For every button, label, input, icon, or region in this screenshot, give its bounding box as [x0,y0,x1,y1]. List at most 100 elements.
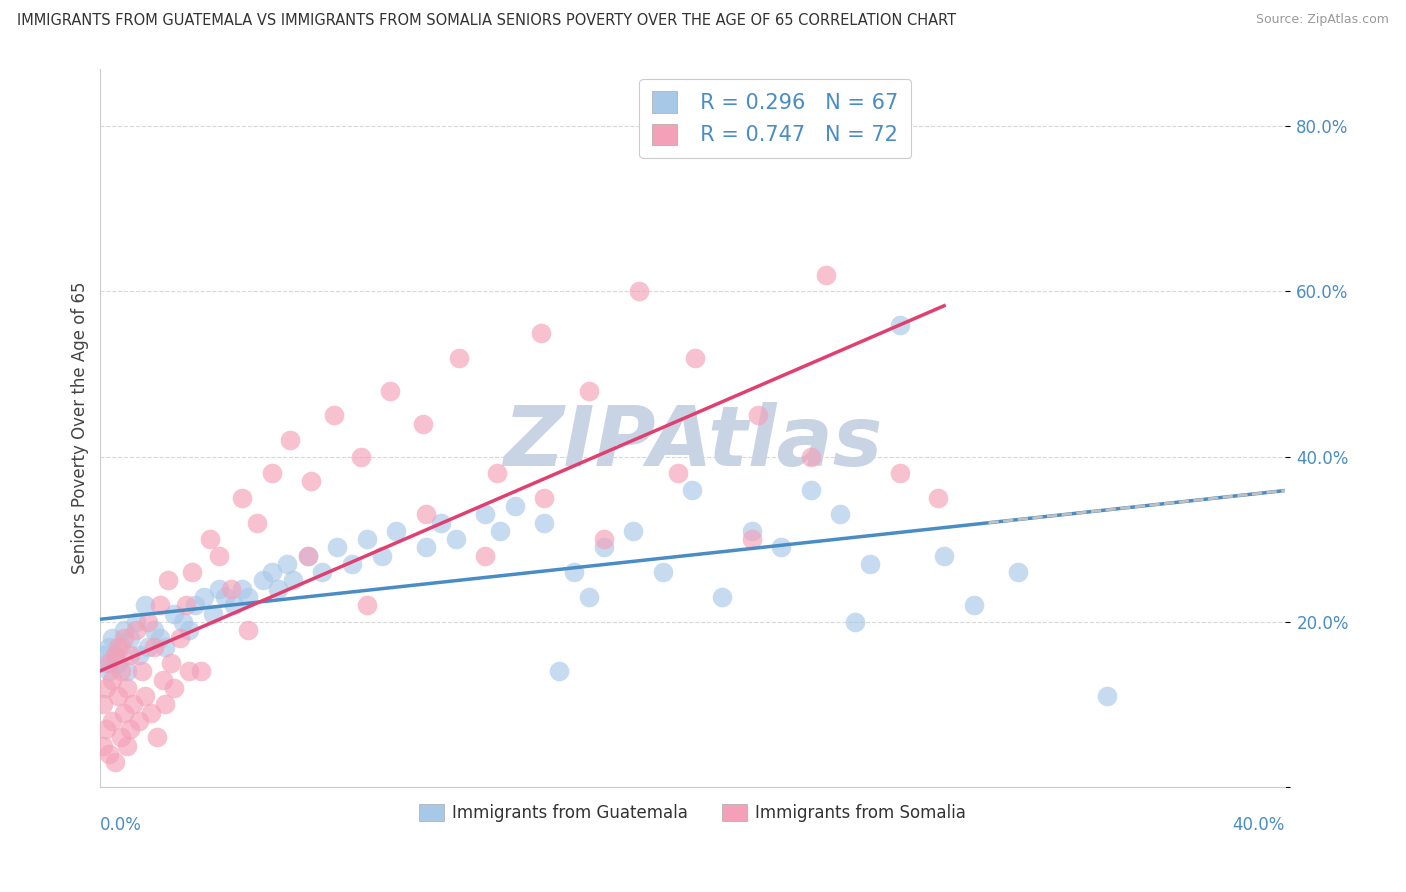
Point [98,640,121,654]
Point [131,665,153,679]
Point [548,665,571,679]
Point [385,524,408,538]
Legend: Immigrants from Guatemala, Immigrants from Somalia: Immigrants from Guatemala, Immigrants fr… [412,797,973,829]
Point [830,508,852,522]
Point [163,681,186,695]
Point [800,450,823,464]
Point [503,499,526,513]
Point [260,566,283,580]
Point [415,508,437,522]
Point [128,714,150,728]
Point [299,475,322,489]
Point [474,508,496,522]
Point [152,673,174,687]
Point [136,615,159,629]
Point [134,689,156,703]
Point [489,524,512,538]
Point [356,599,378,613]
Point [101,714,124,728]
Point [741,532,763,546]
Point [814,268,837,282]
Point [323,409,346,423]
Point [350,450,373,464]
Point [163,607,186,621]
Point [311,566,333,580]
Point [889,318,911,332]
Point [252,574,274,588]
Point [628,285,651,299]
Point [208,582,231,596]
Point [231,582,253,596]
Point [169,632,191,646]
Point [297,549,319,563]
Point [711,590,734,604]
Point [486,466,509,480]
Point [260,466,283,480]
Point [145,731,167,745]
Point [666,466,689,480]
Point [98,656,121,670]
Point [107,640,129,654]
Point [107,689,129,703]
Point [238,623,260,637]
Point [444,532,467,546]
Point [118,648,141,662]
Point [214,590,236,604]
Point [592,541,614,555]
Point [201,607,224,621]
Text: Source: ZipAtlas.com: Source: ZipAtlas.com [1256,13,1389,27]
Point [651,566,673,580]
Point [621,524,644,538]
Point [190,665,212,679]
Point [160,656,183,670]
Point [96,681,118,695]
Point [115,665,138,679]
Point [125,623,148,637]
Point [932,549,955,563]
Point [118,632,141,646]
Point [110,731,132,745]
Point [533,491,555,505]
Point [340,557,363,571]
Point [110,640,132,654]
Point [112,623,135,637]
Point [326,541,349,555]
Point [125,615,148,629]
Point [179,623,201,637]
Point [681,483,703,497]
Point [530,326,553,340]
Point [91,698,114,712]
Point [172,615,194,629]
Point [208,549,231,563]
Point [155,698,177,712]
Point [139,706,162,720]
Point [1095,689,1118,703]
Point [193,590,215,604]
Point [142,640,165,654]
Point [128,648,150,662]
Point [592,532,614,546]
Text: 40.0%: 40.0% [1232,815,1285,834]
Point [112,706,135,720]
Point [148,632,170,646]
Point [107,656,129,670]
Point [101,632,124,646]
Point [747,409,769,423]
Point [98,665,121,679]
Point [115,739,138,753]
Point [134,599,156,613]
Point [91,739,114,753]
Point [430,516,453,530]
Point [380,384,402,398]
Point [198,532,221,546]
Point [859,557,882,571]
Point [231,491,253,505]
Text: 0.0%: 0.0% [100,815,142,834]
Text: ZIPAtlas: ZIPAtlas [503,401,882,483]
Point [447,351,470,365]
Point [136,640,159,654]
Point [96,722,118,736]
Point [474,549,496,563]
Point [278,433,301,447]
Point [741,524,763,538]
